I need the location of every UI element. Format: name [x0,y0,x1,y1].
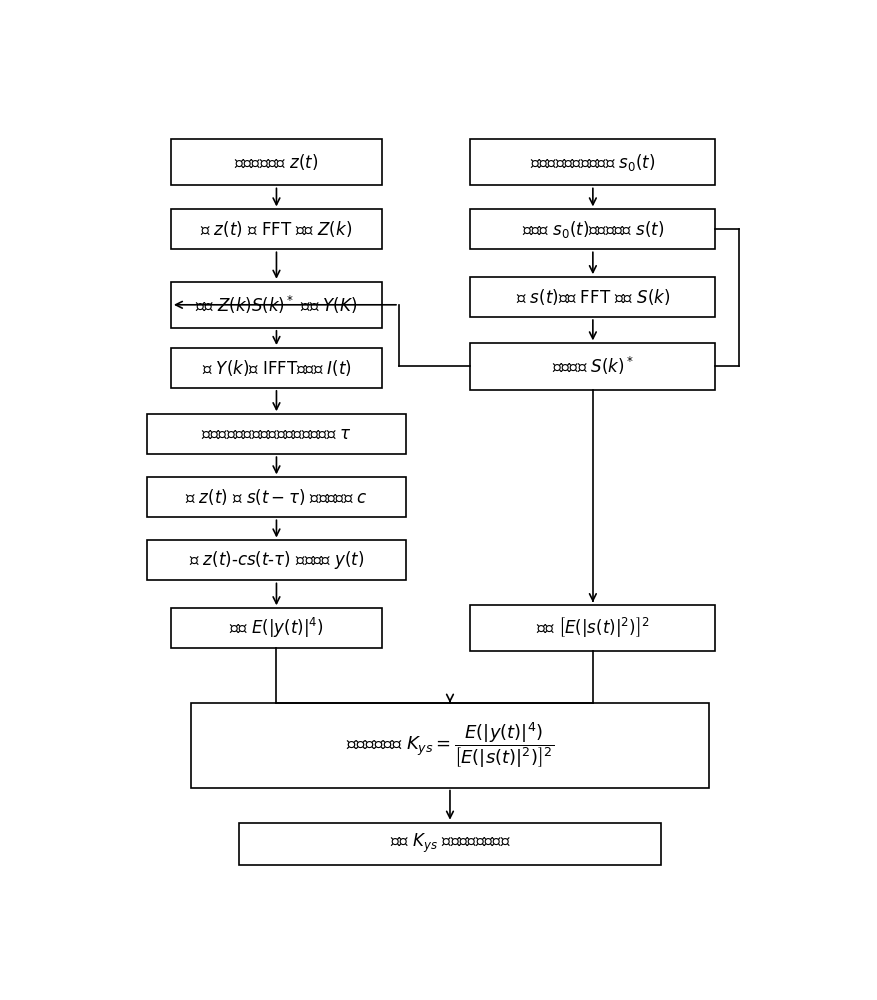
Bar [171,139,381,185]
Bar [171,608,381,648]
Text: 对 $s(t)$进行 FFT 得到 $S(k)$: 对 $s(t)$进行 FFT 得到 $S(k)$ [515,287,669,307]
Text: 观察振动信号 $z(t)$: 观察振动信号 $z(t)$ [234,152,318,172]
Text: 计算 $\left[E(|s(t)|^2)\right]^2$: 计算 $\left[E(|s(t)|^2)\right]^2$ [535,616,649,640]
Text: 对 $z(t)$ 做 FFT 得到 $Z(k)$: 对 $z(t)$ 做 FFT 得到 $Z(k)$ [200,219,352,239]
Bar [470,343,715,389]
Text: 取复共轭 $S(k)^*$: 取复共轭 $S(k)^*$ [552,355,633,377]
Bar [171,209,381,249]
Bar [147,477,405,517]
Bar [171,282,381,328]
Text: 求 $z(t)$-$cs(t$-$\tau)$ 得到信号 $y(t)$: 求 $z(t)$-$cs(t$-$\tau)$ 得到信号 $y(t)$ [189,549,364,571]
Text: 求 $z(t)$ 与 $s(t-\tau)$ 的相关系数 $c$: 求 $z(t)$ 与 $s(t-\tau)$ 的相关系数 $c$ [185,487,367,507]
Bar [470,277,715,317]
Text: 正常运行时的振动信号 $s_0(t)$: 正常运行时的振动信号 $s_0(t)$ [530,152,655,173]
Bar [470,605,715,651]
Text: 对信号 $s_0(t)$进行归一化 $s(t)$: 对信号 $s_0(t)$进行归一化 $s(t)$ [521,219,663,240]
Bar [470,209,715,249]
Bar [191,703,708,788]
Text: 计算振动信号和标准信号的延迟时间 $\tau$: 计算振动信号和标准信号的延迟时间 $\tau$ [201,425,352,443]
Text: 计算脉冲指标 $K_{ys}=\dfrac{E(|y(t)|^4)}{\left[E(|s(t)|^2)\right]^2}$: 计算脉冲指标 $K_{ys}=\dfrac{E(|y(t)|^4)}{\left… [346,720,553,770]
Bar [470,139,715,185]
Text: 相乘 $Z(k)S(k)^*$ 得到 $Y(K)$: 相乘 $Z(k)S(k)^*$ 得到 $Y(K)$ [195,294,357,316]
Bar [147,540,405,580]
Bar [239,823,660,865]
Bar [171,348,381,388]
Text: 计算 $E(|y(t)|^4)$: 计算 $E(|y(t)|^4)$ [229,616,324,640]
Bar [147,414,405,454]
Text: 基于 $K_{ys}$ 诊断旋转机械故障: 基于 $K_{ys}$ 诊断旋转机械故障 [389,832,510,855]
Text: 对 $Y(k)$做 IFFT，得到 $I(t)$: 对 $Y(k)$做 IFFT，得到 $I(t)$ [202,358,351,378]
